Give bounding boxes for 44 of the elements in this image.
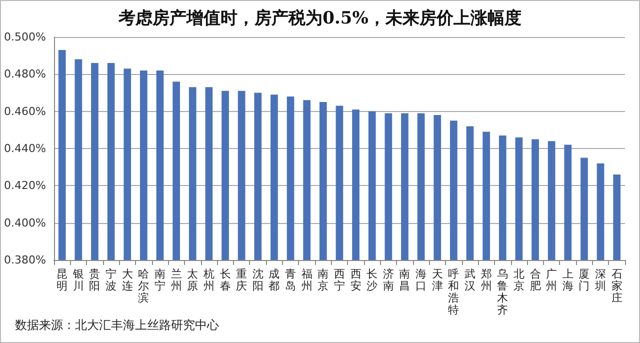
- x-tick-label: 济南: [382, 268, 394, 292]
- x-tick-label: 成都: [268, 268, 280, 292]
- x-tick-label: 长沙: [366, 268, 378, 292]
- y-tick-label: 0.380%: [4, 254, 46, 266]
- x-tick-label: 重庆: [236, 268, 248, 292]
- x-tick-label: 广州: [546, 268, 558, 292]
- y-tick-label: 0.500%: [4, 30, 46, 44]
- x-tick-label: 杭州: [202, 268, 214, 292]
- x-tick-label: 太原: [187, 268, 198, 292]
- y-tick-label: 0.400%: [4, 216, 46, 230]
- x-tick-label: 青岛: [285, 268, 296, 292]
- x-tick-label: 贵阳: [89, 268, 100, 292]
- x-tick-label: 大连: [122, 268, 133, 292]
- x-tick-label: 厦门: [578, 268, 590, 292]
- x-tick-label: 北京: [513, 268, 524, 292]
- x-tick-label: 沈阳: [252, 268, 264, 292]
- x-tick-label: 西宁: [334, 268, 345, 292]
- x-tick-label: 兰州: [170, 268, 182, 292]
- x-tick-label: 石家庄: [611, 268, 622, 304]
- x-tick-label: 长春: [220, 268, 231, 292]
- y-tick-label: 0.480%: [4, 68, 46, 81]
- x-tick-label: 银川: [72, 268, 84, 292]
- x-tick-label: 福州: [301, 268, 312, 292]
- x-tick-label: 宁波: [106, 268, 117, 292]
- x-tick-label: 南京: [318, 268, 329, 292]
- x-tick-label: 上海: [562, 268, 574, 292]
- y-tick-label: 0.460%: [4, 104, 46, 118]
- x-tick-label: 南宁: [154, 268, 166, 292]
- x-tick-label: 呼和浩特: [448, 268, 460, 316]
- chart-title: 考虑房产增值时，房产税为0.5%，未来房价上涨幅度: [118, 8, 522, 28]
- y-tick-label: 0.420%: [4, 179, 46, 192]
- x-tick-label: 哈尔滨: [138, 268, 150, 304]
- x-tick-label: 南昌: [399, 268, 410, 292]
- x-tick-label: 合肥: [530, 268, 541, 292]
- x-tick-label: 昆明: [56, 268, 68, 292]
- x-tick-label: 西安: [350, 268, 362, 292]
- y-tick-label: 0.440%: [4, 142, 46, 155]
- source-note: 数据来源：北大汇丰海上丝路研究中心: [15, 317, 219, 334]
- x-tick-label: 乌鲁木齐: [497, 268, 508, 316]
- x-tick-label: 深圳: [594, 268, 606, 292]
- x-tick-label: 海口: [416, 268, 427, 292]
- x-tick-label: 郑州: [480, 268, 492, 292]
- x-tick-label: 武汉: [464, 268, 476, 292]
- x-tick-label: 天津: [432, 268, 443, 292]
